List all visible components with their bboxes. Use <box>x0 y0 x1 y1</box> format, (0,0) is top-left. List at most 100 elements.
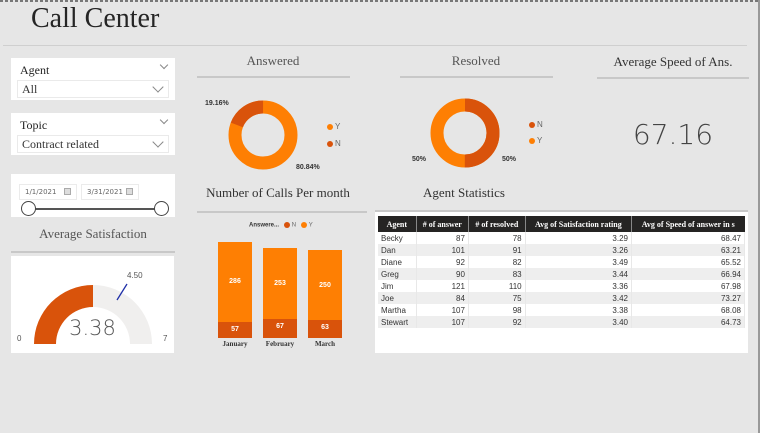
cell-agent: Jim <box>378 280 417 292</box>
calls-chart-divider <box>197 211 367 213</box>
chevron-down-icon[interactable] <box>159 60 169 70</box>
table-row[interactable]: Dan 101 91 3.26 63.21 <box>378 244 745 256</box>
legend-dot-icon <box>327 123 333 130</box>
cell-speed: 73.27 <box>631 292 745 304</box>
satisfaction-title: Average Satisfaction <box>39 226 147 241</box>
chevron-down-icon <box>152 81 164 93</box>
cell-answer: 87 <box>416 232 469 244</box>
cell-resolved: 78 <box>468 232 526 244</box>
bar-february-y[interactable]: 253 <box>263 248 297 319</box>
agent-slicer: Agent All <box>11 58 175 100</box>
column-header-resolved[interactable]: # of resolved <box>468 216 526 232</box>
bar-february-n[interactable]: 67 <box>263 319 297 338</box>
column-header-satisfaction[interactable]: Avg of Satisfaction rating <box>525 216 633 232</box>
answered-legend-y[interactable]: Y <box>327 122 340 131</box>
answered-y-percent: 80.84% <box>296 164 320 171</box>
answered-divider <box>197 76 350 78</box>
date-range-slicer: 1/1/2021 3/31/2021 <box>11 174 175 217</box>
column-header-speed[interactable]: Avg of Speed of answer in s <box>631 216 745 232</box>
title-divider <box>3 45 747 46</box>
satisfaction-divider <box>11 251 175 253</box>
table-row[interactable]: Joe 84 75 3.42 73.27 <box>378 292 745 304</box>
resolved-legend-y[interactable]: Y <box>529 136 542 145</box>
topic-slicer: Topic Contract related <box>11 113 175 155</box>
end-date-input[interactable]: 3/31/2021 <box>81 184 139 200</box>
legend-label[interactable]: Y <box>308 222 313 229</box>
answered-donut-chart[interactable] <box>228 100 298 170</box>
start-date-input[interactable]: 1/1/2021 <box>19 184 77 200</box>
cell-answer: 84 <box>416 292 469 304</box>
topic-dropdown-value: Contract related <box>22 137 99 151</box>
calendar-icon[interactable] <box>64 188 71 195</box>
cell-resolved: 98 <box>468 304 526 316</box>
bar-value-label: 250 <box>319 282 331 289</box>
cell-answer: 90 <box>416 268 469 280</box>
cell-resolved: 92 <box>468 316 526 328</box>
agent-stats-title: Agent Statistics <box>423 185 505 200</box>
bar-march-y[interactable]: 250 <box>308 250 342 320</box>
table-row[interactable]: Diane 92 82 3.49 65.52 <box>378 256 745 268</box>
chevron-down-icon <box>152 136 164 148</box>
cell-answer: 107 <box>416 316 469 328</box>
month-label-february: February <box>265 340 295 348</box>
cell-satisfaction: 3.42 <box>525 292 633 304</box>
cell-speed: 67.98 <box>631 280 745 292</box>
cell-resolved: 75 <box>468 292 526 304</box>
bar-value-label: 67 <box>276 323 284 330</box>
agent-stats-table: Agent # of answer # of resolved Avg of S… <box>378 216 745 328</box>
column-header-agent[interactable]: Agent <box>378 216 417 232</box>
calls-chart-title: Number of Calls Per month <box>206 185 350 200</box>
month-label-march: March <box>314 340 336 348</box>
table-row[interactable]: Becky 87 78 3.29 68.47 <box>378 232 745 244</box>
cell-speed: 68.47 <box>631 232 745 244</box>
cell-speed: 64.73 <box>631 316 745 328</box>
start-date-value: 1/1/2021 <box>25 188 57 196</box>
resolved-n-percent: 50% <box>502 156 517 163</box>
cell-satisfaction: 3.36 <box>525 280 633 292</box>
resolved-donut-chart[interactable] <box>430 98 500 168</box>
speed-title: Average Speed of Ans. <box>613 54 733 69</box>
resolved-title: Resolved <box>451 53 501 68</box>
legend-label[interactable]: N <box>291 222 297 229</box>
bar-march-n[interactable]: 63 <box>308 320 342 338</box>
scrollbar-edge <box>758 0 760 433</box>
date-slider-track[interactable] <box>29 208 161 210</box>
gauge-max-label: 7 <box>163 334 168 343</box>
cell-resolved: 83 <box>468 268 526 280</box>
bar-value-label: 286 <box>229 278 241 285</box>
page-title: Call Center <box>31 3 160 34</box>
legend-title: Answere... <box>249 222 280 229</box>
legend-label: N <box>335 139 341 148</box>
cell-satisfaction: 3.26 <box>525 244 633 256</box>
agent-slicer-label: Agent <box>20 63 50 77</box>
cell-agent: Dan <box>378 244 417 256</box>
calls-chart-legend: Answere... N Y <box>249 222 313 229</box>
answered-title: Answered <box>246 53 300 68</box>
topic-dropdown[interactable]: Contract related <box>17 135 169 153</box>
top-border <box>0 0 760 2</box>
agent-dropdown[interactable]: All <box>17 80 169 98</box>
bar-january-y[interactable]: 286 <box>218 242 252 322</box>
table-row[interactable]: Martha 107 98 3.38 68.08 <box>378 304 745 316</box>
legend-label: Y <box>537 136 543 145</box>
table-row[interactable]: Jim 121 110 3.36 67.98 <box>378 280 745 292</box>
answered-legend-n[interactable]: N <box>327 139 341 148</box>
column-header-answer[interactable]: # of answer <box>416 216 469 232</box>
resolved-legend-n[interactable]: N <box>529 120 543 129</box>
legend-dot-icon <box>283 222 290 228</box>
date-slider-start-handle[interactable] <box>21 201 36 216</box>
cell-answer: 92 <box>416 256 469 268</box>
cell-satisfaction: 3.44 <box>525 268 633 280</box>
calendar-icon[interactable] <box>126 188 133 195</box>
cell-satisfaction: 3.49 <box>525 256 633 268</box>
table-row[interactable]: Greg 90 83 3.44 66.94 <box>378 268 745 280</box>
date-slider-end-handle[interactable] <box>154 201 169 216</box>
cell-agent: Diane <box>378 256 417 268</box>
bar-january-n[interactable]: 57 <box>218 322 252 338</box>
cell-agent: Greg <box>378 268 417 280</box>
cell-satisfaction: 3.40 <box>525 316 633 328</box>
table-row[interactable]: Stewart 107 92 3.40 64.73 <box>378 316 745 328</box>
gauge-chart <box>34 283 152 344</box>
chevron-down-icon[interactable] <box>159 115 169 125</box>
table-header-row: Agent # of answer # of resolved Avg of S… <box>378 216 745 232</box>
